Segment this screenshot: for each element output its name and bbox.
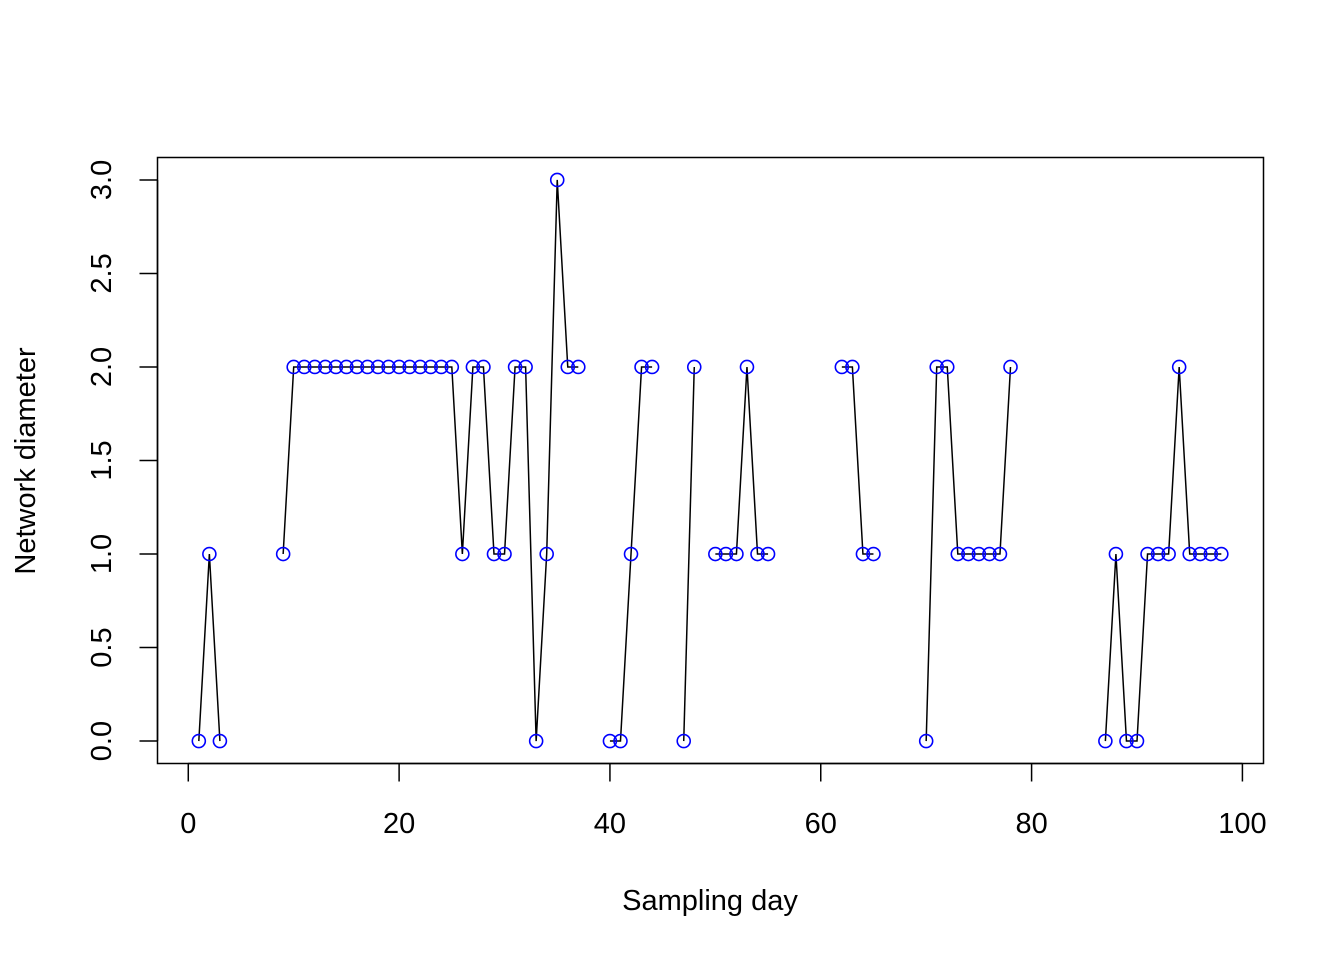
- data-point: [1203, 546, 1219, 562]
- y-tick-label: 3.0: [86, 160, 118, 200]
- data-point: [708, 546, 723, 562]
- y-tick-label: 2.5: [86, 253, 118, 293]
- data-point: [212, 733, 228, 749]
- data-point: [750, 546, 765, 562]
- data-point: [602, 733, 618, 749]
- data-point: [433, 359, 449, 375]
- data-point: [296, 359, 312, 375]
- data-point: [339, 359, 354, 375]
- data-point: [528, 733, 544, 749]
- data-point: [328, 359, 344, 375]
- x-axis-label: Sampling day: [622, 885, 798, 917]
- series-line-segment: [682, 366, 696, 742]
- data-point: [644, 359, 660, 375]
- data-point: [623, 546, 639, 562]
- series-line-segment: [1104, 366, 1222, 742]
- data-point: [1129, 733, 1145, 749]
- data-point: [318, 359, 333, 375]
- data-point: [1214, 546, 1229, 562]
- y-tick-label: 1.5: [86, 440, 118, 480]
- data-point: [202, 546, 217, 562]
- data-point: [992, 546, 1008, 562]
- y-tick-label: 0.0: [86, 721, 118, 761]
- data-point: [982, 546, 997, 562]
- data-point: [739, 359, 755, 375]
- data-point: [465, 359, 481, 375]
- data-points: [191, 172, 1229, 749]
- data-point: [971, 546, 987, 562]
- x-tick-label: 80: [1015, 808, 1047, 840]
- data-point: [686, 359, 702, 375]
- data-point: [349, 359, 365, 375]
- data-point: [939, 359, 955, 375]
- data-point: [1003, 359, 1018, 375]
- data-point: [560, 359, 576, 375]
- data-point: [1192, 546, 1208, 562]
- data-point: [1182, 546, 1198, 562]
- data-point: [929, 359, 945, 375]
- data-point: [360, 359, 375, 375]
- data-point: [1098, 733, 1113, 749]
- series-line-segment: [609, 366, 653, 742]
- data-point: [1150, 546, 1166, 562]
- data-point: [381, 359, 396, 375]
- data-point: [613, 733, 628, 749]
- data-point: [370, 359, 386, 375]
- data-point: [1119, 733, 1134, 749]
- y-axis-label: Network diameter: [10, 347, 42, 575]
- data-point: [950, 546, 966, 562]
- data-point: [855, 546, 871, 562]
- data-point: [571, 359, 586, 375]
- x-tick-label: 40: [594, 808, 626, 840]
- y-tick-label: 2.0: [86, 347, 118, 387]
- series-line-segment: [715, 366, 769, 555]
- data-point: [191, 733, 207, 749]
- data-point: [1161, 546, 1176, 562]
- data-point: [455, 546, 470, 562]
- x-tick-label: 100: [1218, 808, 1266, 840]
- data-point: [412, 359, 428, 375]
- data-point: [444, 359, 460, 375]
- data-point: [634, 359, 649, 375]
- plot-frame: [156, 156, 1265, 765]
- data-point: [676, 733, 692, 749]
- data-point: [729, 546, 744, 562]
- data-point: [1108, 546, 1124, 562]
- y-tick-label: 0.5: [86, 627, 118, 667]
- data-point: [718, 546, 734, 562]
- series-line-segment: [841, 366, 874, 555]
- data-point: [1140, 546, 1155, 562]
- data-point: [834, 359, 850, 375]
- data-point: [760, 546, 776, 562]
- data-point: [286, 359, 301, 375]
- series-line-segment: [282, 179, 579, 742]
- data-point: [549, 172, 565, 188]
- data-point: [476, 359, 491, 375]
- data-point: [486, 546, 502, 562]
- data-point: [845, 359, 860, 375]
- x-tick-label: 0: [180, 808, 196, 840]
- data-point: [497, 546, 512, 562]
- data-point: [866, 546, 881, 562]
- data-point: [539, 546, 554, 562]
- y-tick-label: 1.0: [86, 534, 118, 574]
- series-lines: [198, 179, 1222, 742]
- data-point: [918, 733, 934, 749]
- data-point: [307, 359, 323, 375]
- data-point: [961, 546, 976, 562]
- data-point: [1171, 359, 1187, 375]
- series-line-segment: [925, 366, 1012, 742]
- data-point: [507, 359, 523, 375]
- data-point: [391, 359, 407, 375]
- data-point: [423, 359, 439, 375]
- x-axis: 0 20 40 60 80 100: [180, 762, 1267, 840]
- x-tick-label: 20: [383, 808, 415, 840]
- data-point: [275, 546, 291, 562]
- y-axis: 0.0 0.5 1.0 1.5 2.0 2.5 3.0: [86, 160, 159, 761]
- series-line-segment: [198, 553, 221, 742]
- data-point: [402, 359, 417, 375]
- data-point: [518, 359, 533, 375]
- x-tick-label: 60: [805, 808, 837, 840]
